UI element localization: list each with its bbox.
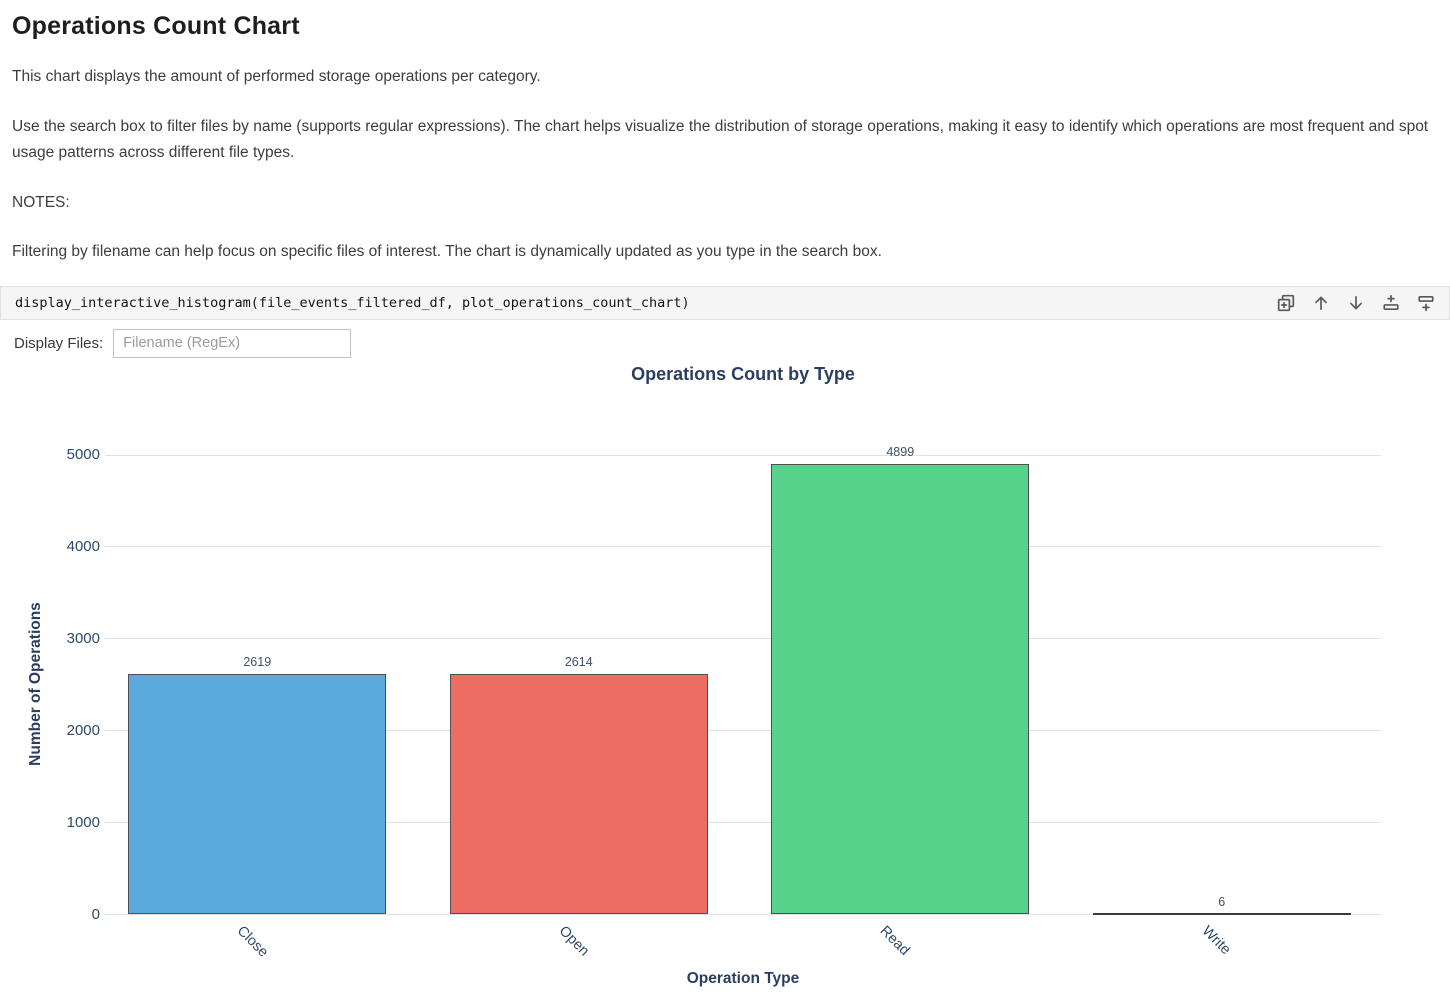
bar-value-label-close: 2619: [243, 654, 272, 669]
move-cell-down-button[interactable]: [1345, 292, 1367, 314]
description-paragraph: Use the search box to filter files by na…: [12, 117, 1429, 162]
bar-write: [1092, 912, 1351, 915]
gridline-0: [105, 914, 1381, 915]
gridline-5000: [105, 454, 1381, 456]
markdown-cell: Operations Count Chart This chart displa…: [0, 0, 1450, 266]
code-cell[interactable]: display_interactive_histogram(file_event…: [0, 285, 1450, 320]
arrow-up-icon: [1315, 296, 1327, 310]
x-tick-label-write: Write: [1198, 923, 1234, 959]
y-tick-label-0: 0: [91, 905, 100, 923]
display-files-label: Display Files:: [14, 334, 104, 352]
bar-open: [449, 674, 708, 915]
duplicate-cell-icon: [1277, 294, 1295, 311]
gridline-3000: [105, 638, 1381, 640]
duplicate-cell-button[interactable]: [1275, 292, 1297, 314]
bar-read: [771, 464, 1030, 915]
insert-above-icon: [1383, 294, 1399, 310]
gridline-2000: [105, 730, 1381, 732]
notes-paragraph: Filtering by filename can help focus on …: [12, 243, 882, 260]
y-tick-label-4000: 4000: [66, 537, 100, 555]
gridline-4000: [105, 546, 1381, 548]
x-axis-title: Operation Type: [686, 970, 800, 987]
y-tick-label-5000: 5000: [66, 446, 100, 463]
cell-toolbar: [1275, 292, 1437, 314]
insert-cell-below-button[interactable]: [1415, 292, 1437, 314]
page-title: Operations Count Chart: [12, 12, 300, 40]
filename-filter-input[interactable]: [113, 328, 352, 358]
bar-value-label-open: 2614: [564, 655, 593, 670]
filter-row: Display Files:: [0, 328, 1450, 358]
insert-cell-above-button[interactable]: [1380, 292, 1402, 314]
bar-close: [128, 673, 387, 915]
bar-value-label-read: 4899: [886, 445, 915, 460]
y-tick-label-3000: 3000: [66, 629, 100, 647]
code-text[interactable]: display_interactive_histogram(file_event…: [15, 294, 690, 311]
x-tick-label-close: Close: [233, 923, 272, 961]
x-tick-label-read: Read: [876, 923, 913, 959]
gridline-1000: [105, 822, 1381, 824]
move-cell-up-button[interactable]: [1310, 292, 1332, 314]
y-axis-title: Number of Operations: [27, 602, 44, 766]
insert-below-icon: [1418, 295, 1434, 311]
bar-value-label-write: 6: [1218, 894, 1226, 909]
chart-title: Operations Count by Type: [631, 364, 855, 384]
x-tick-label-open: Open: [555, 923, 592, 960]
y-tick-label-2000: 2000: [66, 721, 100, 739]
y-tick-label-1000: 1000: [66, 813, 100, 831]
intro-paragraph: This chart displays the amount of perfor…: [12, 68, 541, 85]
arrow-down-icon: [1350, 295, 1362, 309]
notes-label: NOTES:: [12, 193, 70, 211]
